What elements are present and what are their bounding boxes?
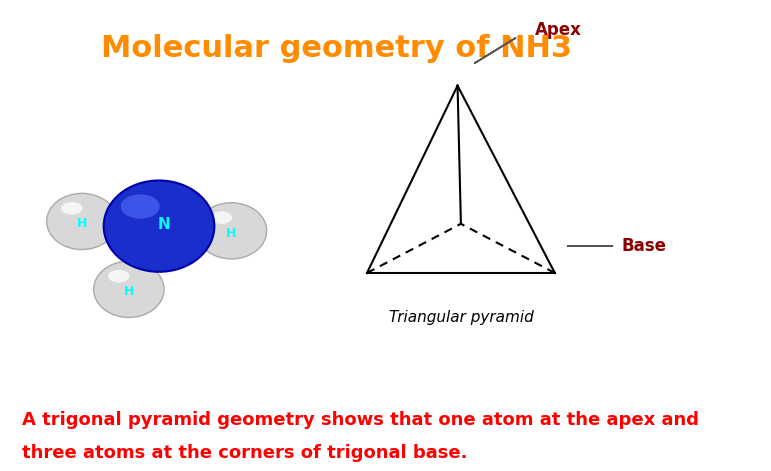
Text: three atoms at the corners of trigonal base.: three atoms at the corners of trigonal b… [22, 444, 467, 462]
Ellipse shape [210, 211, 232, 224]
Text: A trigonal pyramid geometry shows that one atom at the apex and: A trigonal pyramid geometry shows that o… [22, 411, 699, 429]
Text: H: H [76, 217, 87, 230]
Ellipse shape [61, 202, 82, 215]
Text: N: N [158, 217, 170, 232]
Ellipse shape [108, 270, 130, 283]
Text: H: H [123, 285, 134, 298]
Ellipse shape [103, 180, 214, 272]
Ellipse shape [93, 261, 164, 317]
Ellipse shape [47, 194, 117, 250]
Ellipse shape [121, 195, 160, 219]
FancyArrowPatch shape [475, 38, 516, 63]
Text: Base: Base [622, 237, 667, 255]
Text: Triangular pyramid: Triangular pyramid [389, 310, 534, 325]
Ellipse shape [197, 203, 267, 259]
Text: Molecular geometry of NH3: Molecular geometry of NH3 [101, 34, 572, 63]
Text: H: H [227, 227, 237, 240]
Text: Apex: Apex [535, 21, 581, 40]
